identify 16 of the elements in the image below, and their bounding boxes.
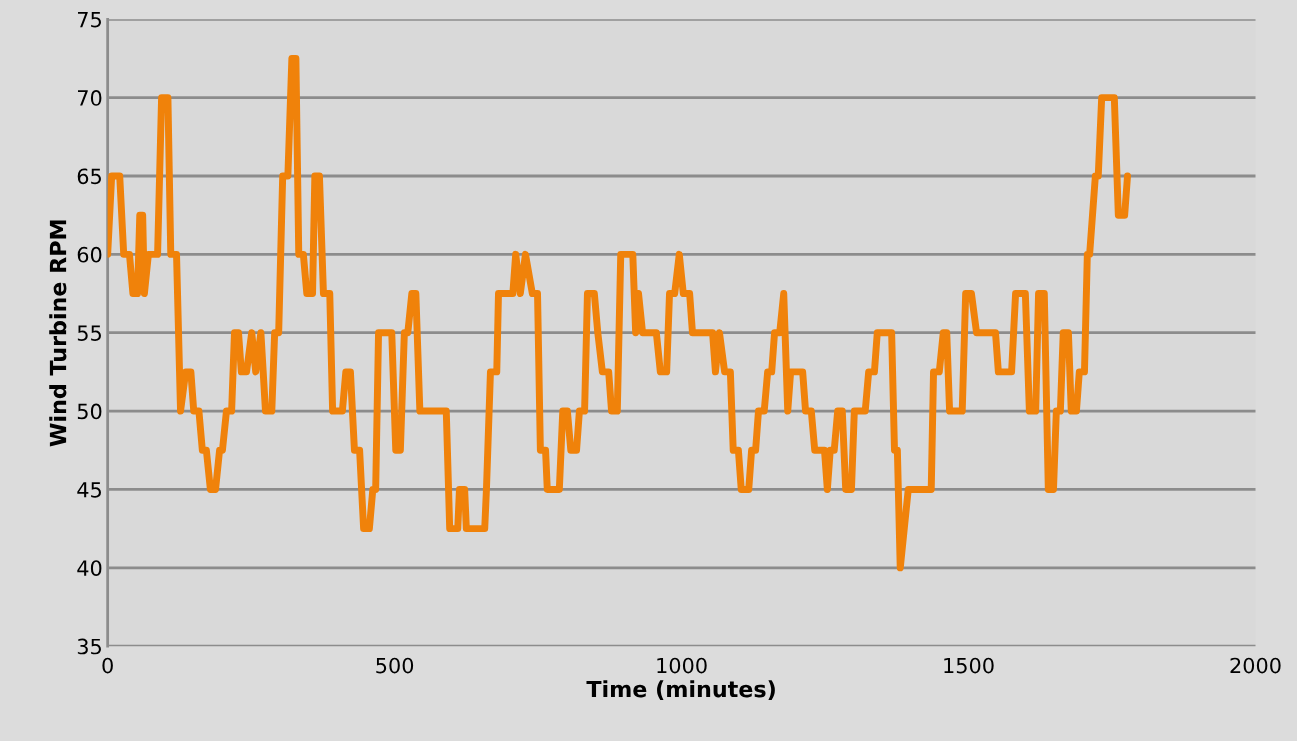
y-tick-label: 60 [77, 246, 102, 263]
y-tick-label: 50 [77, 403, 102, 420]
y-tick-label: 65 [77, 168, 101, 185]
x-axis-title: Time (minutes) [586, 680, 775, 701]
x-tick-label: 0 [102, 657, 113, 674]
y-tick-label: 70 [77, 90, 102, 106]
x-tick-label: 2000 [1230, 657, 1281, 674]
y-tick-label: 40 [77, 560, 102, 576]
x-tick-label: 500 [376, 657, 414, 674]
y-tick-label: 75 [77, 11, 101, 28]
x-tick-label: 1500 [944, 657, 994, 674]
y-tick-label: 55 [77, 325, 101, 341]
x-tick-label: 1000 [657, 657, 707, 674]
y-axis-title: Wind Turbine RPM [49, 220, 67, 447]
y-tick-label: 35 [77, 638, 101, 655]
y-tick-label: 45 [77, 482, 101, 498]
